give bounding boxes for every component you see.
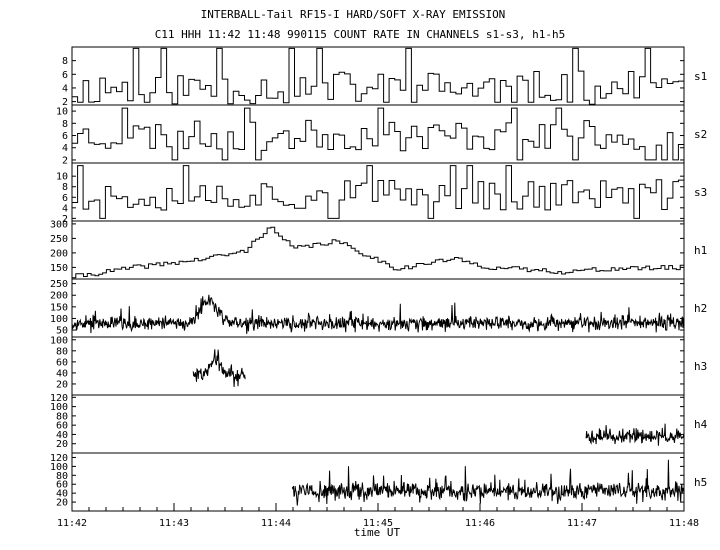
y-tick-label: 300 [50, 219, 68, 230]
panel-frame [71, 452, 685, 512]
panel-frame [71, 220, 685, 280]
panel-s1: 2 4 6 8 s1 [62, 46, 707, 108]
x-tick-label: 11:44 [261, 518, 291, 529]
panels: 2468s1246810s2246810s3150200250300h15010… [50, 46, 708, 512]
x-tick-label: 11:42 [57, 518, 87, 529]
y-tick-label: 4 [62, 203, 68, 214]
channel-label: h1 [694, 244, 707, 257]
y-tick-label: 4 [62, 143, 68, 154]
x-axis-label: time UT [354, 526, 401, 539]
series-h1 [72, 226, 684, 279]
y-tick-label: 10 [56, 107, 68, 118]
panel-h1: 150 200 250 300 h1 [50, 219, 707, 280]
y-tick-label: 6 [62, 131, 68, 142]
y-tick-label: 100 [50, 314, 68, 325]
chart-subtitle: C11 HHH 11:42 11:48 990115 COUNT RATE IN… [155, 28, 566, 41]
x-tick-label: 11:48 [669, 518, 699, 529]
y-tick-label: 80 [56, 471, 68, 482]
y-tick-label: 200 [50, 291, 68, 302]
y-tick-label: 2 [62, 214, 68, 225]
y-tick-label: 100 [50, 402, 68, 413]
y-tick-label: 8 [62, 56, 68, 67]
y-tick-label: 20 [56, 379, 68, 390]
x-tick-label: 11:45 [363, 518, 393, 529]
y-tick-label: 8 [62, 119, 68, 130]
series-h5 [291, 459, 685, 506]
y-tick-label: 8 [62, 182, 68, 193]
y-tick-label: 20 [56, 498, 68, 509]
y-tick-label: 150 [50, 302, 68, 313]
y-tick-label: 50 [56, 326, 68, 337]
series-s2 [72, 107, 684, 161]
series-s1 [72, 47, 684, 105]
y-tick-label: 250 [50, 279, 68, 290]
channel-label: h4 [694, 418, 708, 431]
chart-title: INTERBALL-Tail RF15-I HARD/SOFT X-RAY EM… [201, 8, 506, 21]
y-tick-label: 60 [56, 421, 68, 432]
y-tick-label: 80 [56, 346, 68, 357]
y-tick-label: 10 [56, 172, 68, 183]
panel-frame [71, 278, 685, 338]
y-tick-label: 4 [62, 83, 68, 94]
y-tick-label: 100 [50, 335, 68, 346]
panel-frame [71, 394, 685, 454]
channel-label: s1 [694, 70, 707, 83]
channel-label: s3 [694, 186, 707, 199]
channel-label: h2 [694, 302, 707, 315]
y-tick-label: 6 [62, 193, 68, 204]
series-h3 [192, 349, 246, 388]
y-tick-label: 20 [56, 439, 68, 450]
y-tick-label: 80 [56, 411, 68, 422]
y-tick-label: 200 [50, 248, 68, 259]
x-tick-label: 11:43 [159, 518, 189, 529]
y-tick-label: 6 [62, 70, 68, 81]
y-tick-label: 40 [56, 489, 68, 500]
panel-frame [71, 336, 685, 396]
y-tick-label: 40 [56, 430, 68, 441]
y-tick-label: 40 [56, 368, 68, 379]
channel-label: h3 [694, 360, 707, 373]
channel-label: s2 [694, 128, 707, 141]
y-tick-label: 2 [62, 155, 68, 166]
x-axis: 11:42 11:43 11:44 11:45 11:46 11:47 11:48 [57, 503, 699, 529]
y-tick-label: 150 [50, 263, 68, 274]
x-tick-label: 11:47 [567, 518, 597, 529]
y-tick-label: 100 [50, 462, 68, 473]
y-tick-label: 120 [50, 393, 68, 404]
series-h4 [585, 423, 685, 446]
series-h2 [71, 294, 685, 334]
y-tick-label: 250 [50, 234, 68, 245]
channel-label: h5 [694, 476, 707, 489]
x-tick-label: 11:46 [465, 518, 495, 529]
y-tick-label: 60 [56, 357, 68, 368]
y-tick-label: 60 [56, 480, 68, 491]
series-s3 [72, 165, 684, 219]
y-tick-label: 2 [62, 97, 68, 108]
y-tick-label: 120 [50, 453, 68, 464]
